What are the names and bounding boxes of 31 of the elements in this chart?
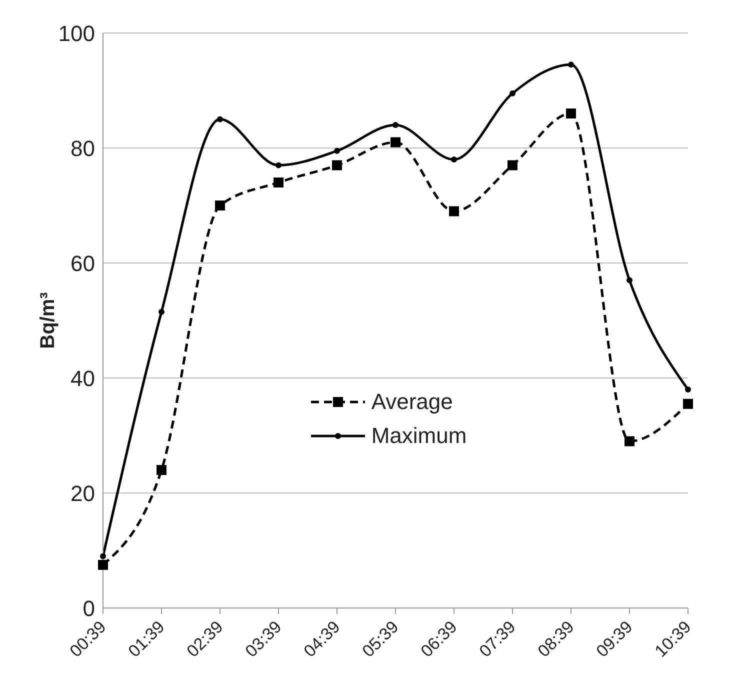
point (392, 122, 398, 128)
point (158, 308, 164, 315)
point (332, 160, 342, 170)
point (685, 386, 691, 392)
legend-label: Maximum (371, 423, 467, 449)
y-tick-label: 100 (58, 20, 95, 46)
point (566, 108, 576, 118)
point (451, 156, 457, 162)
point (568, 62, 574, 68)
point (334, 148, 340, 154)
y-tick-label: 0 (82, 596, 95, 621)
point (390, 137, 400, 148)
y-tick-label: 60 (70, 250, 95, 276)
point (274, 178, 284, 188)
y-tick-label: 80 (70, 136, 95, 161)
point (98, 560, 108, 570)
point (449, 206, 459, 216)
point (624, 436, 634, 446)
y-tick-label: 20 (70, 480, 95, 506)
point (508, 160, 518, 170)
point (156, 465, 166, 475)
legend-label: Average (371, 389, 453, 415)
point (276, 162, 282, 168)
point (683, 398, 693, 409)
y-axis-title: Bq/m³ (37, 292, 60, 349)
point (215, 200, 225, 210)
point (217, 116, 223, 122)
point (100, 553, 106, 560)
y-tick-label: 40 (70, 366, 95, 391)
point (510, 90, 516, 96)
point (626, 277, 632, 284)
